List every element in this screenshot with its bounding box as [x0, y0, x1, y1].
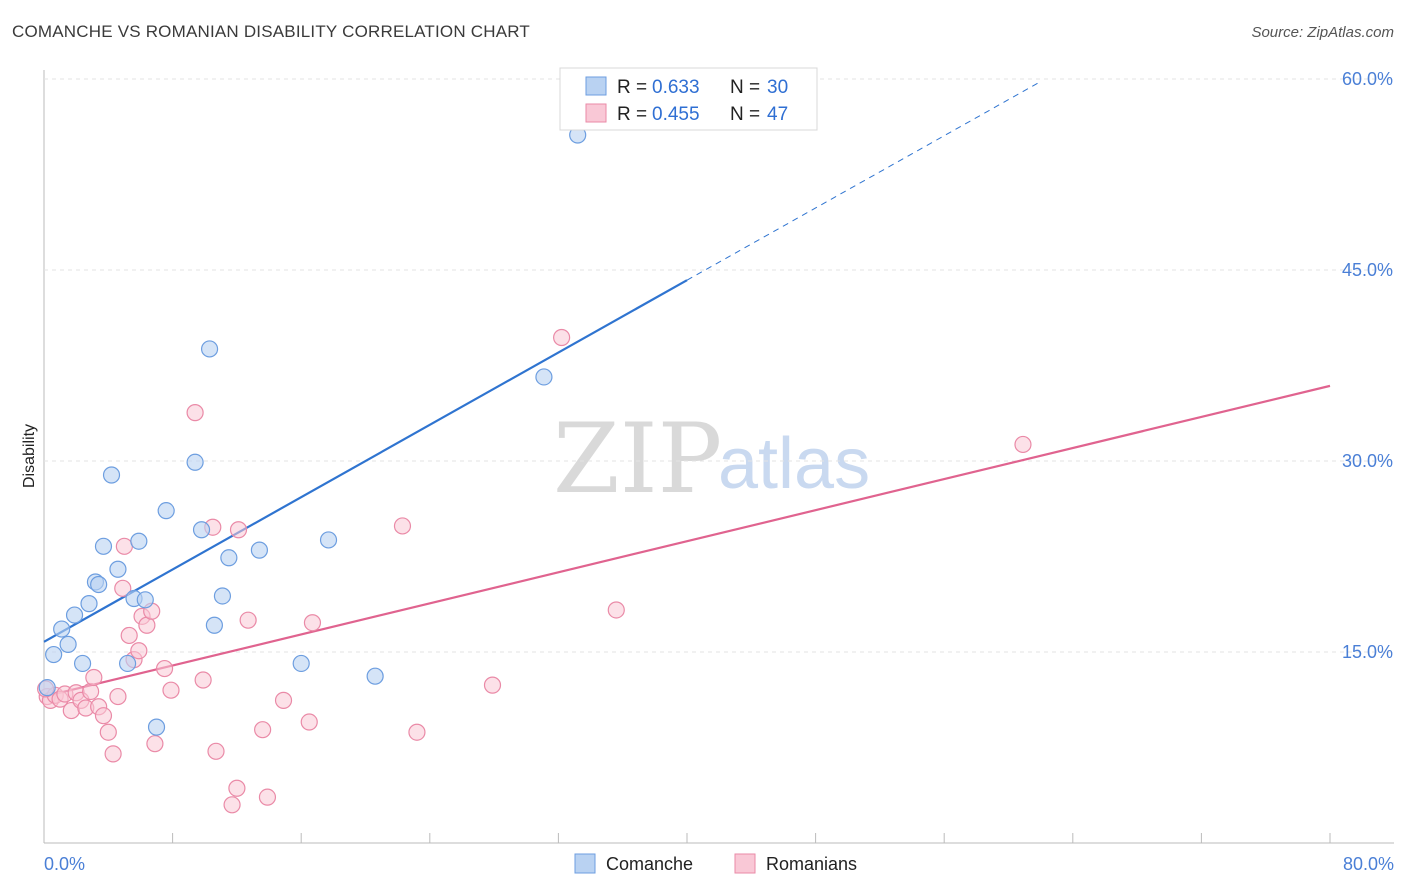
comanche-point	[213, 587, 232, 605]
romanian-point	[94, 707, 113, 725]
comanche-point	[94, 537, 113, 555]
bottom-legend: Comanche Romanians	[574, 853, 857, 874]
bottom-legend-romanians: Romanians	[766, 854, 857, 874]
romanian-points	[37, 328, 1032, 814]
comanche-point	[186, 453, 204, 471]
y-axis-label: Disability	[21, 424, 38, 488]
romanian-point	[99, 723, 117, 741]
gridlines	[44, 78, 1394, 653]
y-tick-label: 15.0%	[1342, 642, 1393, 662]
legend-swatch-romanian	[585, 103, 607, 123]
legend-n-value-comanche: 30	[767, 77, 788, 98]
romanian-point	[120, 626, 138, 645]
legend-r-label-romanian: R =	[617, 104, 647, 125]
romanian-point	[228, 779, 246, 797]
romanian-point	[207, 742, 225, 760]
comanche-points	[38, 126, 587, 736]
comanche-point	[205, 616, 223, 634]
romanian-point	[109, 687, 127, 706]
comanche-trend-line	[43, 279, 688, 643]
romanian-point	[104, 745, 122, 763]
romanian-point	[239, 611, 257, 629]
legend-r-label-comanche: R =	[617, 77, 647, 98]
romanian-point	[303, 614, 322, 632]
comanche-point	[45, 645, 63, 664]
romanian-point	[408, 723, 426, 741]
comanche-point	[38, 679, 56, 697]
romanian-point	[1014, 435, 1032, 454]
comanche-point	[292, 654, 310, 673]
comanche-point	[220, 549, 238, 567]
comanche-point	[192, 521, 211, 539]
romanian-point	[114, 579, 132, 597]
romanian-point	[607, 601, 625, 619]
comanche-point	[102, 466, 121, 484]
comanche-point	[136, 591, 154, 609]
y-tick-label: 60.0%	[1342, 69, 1393, 89]
bottom-legend-swatch-comanche	[574, 853, 596, 874]
comanche-point	[200, 340, 219, 358]
romanian-point	[274, 691, 293, 709]
romanian-point	[146, 735, 164, 753]
watermark-atlas: atlas	[718, 424, 870, 504]
romanian-point	[223, 796, 241, 814]
romanian-point	[155, 659, 174, 678]
romanian-point	[162, 681, 180, 699]
comanche-point	[59, 635, 77, 653]
comanche-point	[147, 718, 166, 736]
bottom-legend-swatch-romanian	[734, 853, 756, 874]
romanian-point	[82, 682, 100, 701]
romanian-point	[130, 642, 148, 660]
romanian-point	[258, 788, 277, 806]
legend-n-value-romanian: 47	[767, 104, 788, 125]
romanian-point	[85, 668, 103, 687]
comanche-point	[73, 654, 92, 673]
chart-title: COMANCHE VS ROMANIAN DISABILITY CORRELAT…	[12, 22, 530, 41]
y-tick-labels: 15.0% 30.0% 45.0% 60.0%	[1342, 69, 1393, 662]
legend-swatch-comanche	[585, 76, 607, 96]
legend-n-label-comanche: N =	[730, 77, 760, 98]
legend-r-value-romanian: 0.455	[652, 104, 700, 125]
comanche-point	[535, 368, 553, 386]
watermark-zip: ZIP	[553, 403, 722, 515]
x-tick-label-min: 0.0%	[44, 854, 85, 874]
y-tick-label: 45.0%	[1342, 260, 1393, 280]
romanian-point	[553, 328, 571, 347]
trend-lines	[43, 81, 1331, 698]
bottom-legend-comanche: Comanche	[606, 854, 693, 874]
comanche-point	[366, 667, 384, 685]
romanian-trend-line	[43, 384, 1331, 698]
romanian-point	[483, 676, 502, 694]
romanian-point	[186, 404, 204, 422]
comanche-point	[250, 541, 269, 559]
comanche-point	[319, 531, 338, 549]
comanche-point	[130, 532, 148, 550]
comanche-point	[80, 595, 98, 613]
romanian-point	[194, 671, 212, 689]
romanian-point	[229, 521, 248, 539]
comanche-point	[65, 606, 84, 624]
romanian-point	[115, 537, 133, 555]
legend-box: R = 0.633 N = 30 R = 0.455 N = 47	[559, 67, 818, 131]
comanche-point	[109, 560, 127, 578]
romanian-point	[300, 713, 318, 731]
y-tick-label: 30.0%	[1342, 451, 1393, 471]
comanche-point	[90, 575, 108, 594]
legend-r-value-comanche: 0.633	[652, 77, 700, 98]
comanche-point	[53, 620, 71, 638]
comanche-point	[157, 502, 175, 520]
legend-n-label-romanian: N =	[730, 104, 760, 125]
romanian-point	[393, 517, 412, 535]
comanche-point	[118, 654, 137, 673]
romanian-point	[254, 721, 272, 739]
x-tick-label-max: 80.0%	[1343, 854, 1394, 874]
x-ticks	[43, 833, 1331, 843]
source-label: Source: ZipAtlas.com	[1251, 24, 1394, 41]
comanche-trend-extension	[686, 81, 1041, 281]
